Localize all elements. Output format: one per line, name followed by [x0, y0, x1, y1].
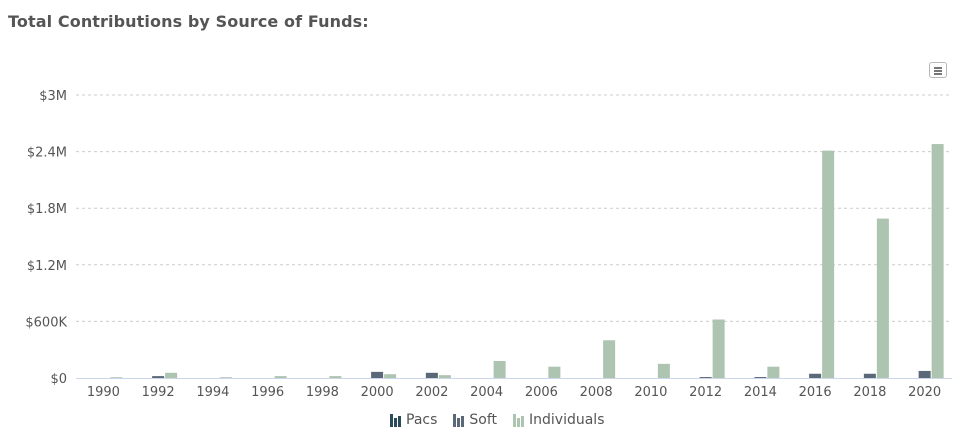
legend-item-soft[interactable]: Soft [453, 412, 497, 428]
bar-individuals-1998 [329, 376, 342, 378]
bar-individuals-1996 [274, 376, 287, 378]
bar-soft-1992 [152, 376, 165, 378]
bar-individuals-2014 [767, 366, 780, 378]
x-tick-label: 2012 [689, 385, 722, 400]
bar-individuals-2000 [384, 374, 397, 378]
bar-chart-icon [390, 413, 401, 427]
x-tick-label: 2004 [470, 385, 503, 400]
x-tick-label: 2002 [415, 385, 448, 400]
bar-individuals-2008 [603, 340, 616, 378]
legend-label: Soft [469, 412, 498, 428]
y-tick-label: $600K [25, 315, 67, 330]
x-tick-label: 2000 [361, 385, 394, 400]
legend-item-individuals[interactable]: Individuals [513, 412, 605, 428]
y-tick-label: $3M [39, 89, 67, 104]
chart-legend: Pacs Soft Individuals [390, 412, 605, 428]
bar-individuals-1992 [165, 372, 178, 378]
legend-item-pacs[interactable]: Pacs [390, 412, 437, 428]
bar-soft-2012 [699, 377, 712, 378]
y-tick-label: $2.4M [27, 146, 67, 161]
x-tick-label: 2016 [799, 385, 832, 400]
y-tick-label: $1.2M [27, 259, 67, 274]
chart-title: Total Contributions by Source of Funds: [8, 12, 369, 31]
x-tick-label: 2008 [580, 385, 613, 400]
bar-individuals-2004 [493, 361, 506, 378]
bar-soft-2016 [809, 373, 822, 378]
x-tick-label: 2006 [525, 385, 558, 400]
x-tick-label: 2014 [744, 385, 777, 400]
bar-individuals-1994 [219, 377, 232, 378]
bar-chart: $0 $600K $1.2M $1.8M $2.4M $3M 1990 1992 1994 199… [25, 89, 952, 400]
hamburger-menu-icon[interactable] [929, 62, 947, 78]
legend-label: Individuals [529, 412, 605, 428]
bar-individuals-2010 [657, 363, 670, 378]
bar-individuals-2002 [438, 375, 451, 378]
y-tick-label: $1.8M [27, 202, 67, 217]
x-tick-label: 1992 [142, 385, 175, 400]
x-tick-label: 2020 [908, 385, 941, 400]
x-tick-label: 1994 [196, 385, 229, 400]
bar-individuals-2006 [548, 366, 561, 378]
bar-chart-icon [453, 413, 465, 427]
bar-individuals-1990 [110, 377, 123, 378]
legend-label: Pacs [406, 412, 438, 428]
bar-individuals-2020 [931, 144, 944, 378]
bar-chart-icon [513, 413, 525, 427]
bar-soft-2014 [754, 377, 767, 378]
bar-soft-2000 [371, 371, 384, 378]
y-tick-label: $0 [50, 372, 67, 387]
x-tick-label: 1990 [87, 385, 120, 400]
bar-individuals-2016 [822, 150, 835, 378]
bar-soft-2020 [918, 370, 931, 378]
bar-individuals-2012 [712, 319, 725, 378]
x-tick-label: 2018 [853, 385, 886, 400]
x-tick-label: 1998 [306, 385, 339, 400]
bar-soft-2002 [425, 372, 438, 378]
bar-soft-2018 [863, 373, 876, 378]
bar-individuals-2018 [876, 218, 889, 378]
x-tick-label: 2010 [634, 385, 667, 400]
x-tick-label: 1996 [251, 385, 284, 400]
